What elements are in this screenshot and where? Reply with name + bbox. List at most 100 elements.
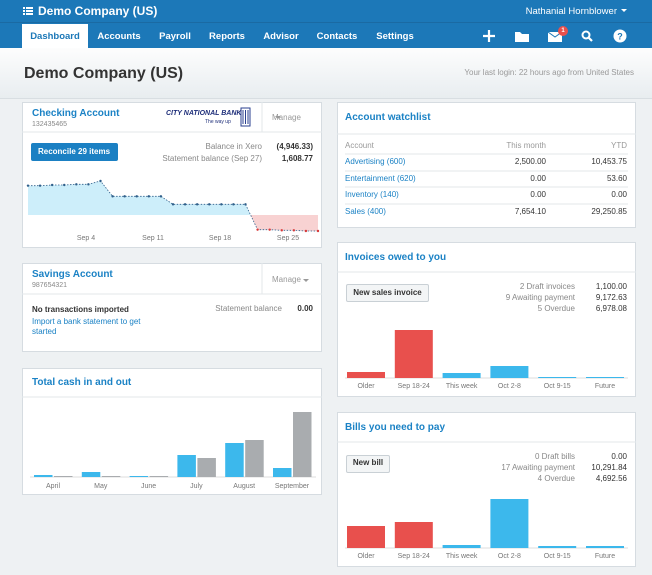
balance-point bbox=[256, 228, 259, 231]
x-tick-label: September bbox=[274, 483, 310, 490]
button-label[interactable]: New bill bbox=[352, 458, 384, 467]
balance-point bbox=[111, 195, 114, 198]
savings-panel bbox=[22, 263, 322, 352]
new-bill-button[interactable] bbox=[346, 455, 390, 473]
balance-point bbox=[268, 228, 271, 231]
cell: 0.00 bbox=[530, 190, 546, 200]
summary-value: 4,692.56 bbox=[595, 474, 627, 483]
balance-point bbox=[135, 195, 138, 198]
x-tick-label: Sep 4 bbox=[76, 235, 96, 242]
bills-panel bbox=[337, 412, 636, 567]
balance-point bbox=[87, 183, 90, 186]
reconcile-button[interactable] bbox=[31, 143, 118, 161]
panel-title[interactable]: Checking Account bbox=[32, 108, 120, 119]
cell: 7,654.10 bbox=[514, 207, 546, 217]
balance-point bbox=[208, 203, 211, 206]
summary-value: 10,291.84 bbox=[591, 463, 627, 472]
x-tick-label: August bbox=[233, 483, 256, 490]
reconcile-label[interactable]: Reconcile 29 items bbox=[37, 147, 111, 156]
user-name[interactable]: Nathanial Hornblower bbox=[525, 6, 617, 17]
top-bar-divider bbox=[0, 22, 652, 23]
panel-title[interactable]: Account watchlist bbox=[345, 112, 431, 123]
balance-point bbox=[63, 183, 66, 187]
nav-tab[interactable]: Accounts bbox=[97, 31, 141, 42]
cash-bar bbox=[34, 475, 53, 477]
panel-title[interactable]: Savings Account bbox=[32, 269, 113, 280]
active-tab[interactable] bbox=[22, 24, 88, 48]
summary-label: 5 Overdue bbox=[537, 304, 575, 313]
summary-label: 17 Awaiting payment bbox=[501, 463, 575, 472]
manage-menu[interactable]: Manage bbox=[272, 275, 301, 284]
summary-value: 1,100.00 bbox=[595, 282, 627, 291]
x-tick-label: Oct 9-15 bbox=[543, 553, 571, 560]
cash-bar bbox=[273, 468, 292, 477]
x-tick-label: This week bbox=[445, 553, 478, 560]
aging-bar bbox=[394, 330, 433, 378]
aging-bar bbox=[442, 373, 481, 378]
search-icon[interactable] bbox=[581, 30, 591, 40]
summary-value: 0.00 bbox=[611, 452, 627, 461]
balance-point bbox=[220, 203, 223, 206]
add-icon[interactable] bbox=[483, 30, 495, 42]
account-link[interactable]: Entertainment (620) bbox=[345, 173, 416, 183]
balance-point bbox=[123, 195, 126, 198]
balance-point bbox=[244, 203, 247, 206]
title-band bbox=[0, 48, 652, 99]
x-tick-label: Sep 18-24 bbox=[397, 553, 430, 560]
manage-menu[interactable]: Manage bbox=[272, 113, 301, 122]
account-link[interactable]: Advertising (600) bbox=[345, 157, 406, 166]
cash-bar bbox=[225, 443, 244, 477]
aging-bar bbox=[490, 499, 529, 548]
account-link[interactable]: Inventory (140) bbox=[345, 190, 399, 200]
x-tick-label: Older bbox=[357, 383, 375, 390]
notification-badge[interactable] bbox=[558, 26, 568, 36]
cash-bar bbox=[81, 472, 101, 477]
panel-title[interactable]: Bills you need to pay bbox=[345, 422, 446, 433]
files-icon[interactable] bbox=[515, 32, 529, 42]
balance-point bbox=[292, 229, 296, 232]
help-icon[interactable] bbox=[613, 29, 627, 43]
balance-point bbox=[147, 195, 151, 198]
bank-name: CITY NATIONAL BANK bbox=[166, 110, 242, 117]
balance-value: (4,946.33) bbox=[276, 142, 313, 151]
cell: 0.00 bbox=[611, 190, 627, 200]
balance-point bbox=[159, 195, 163, 198]
x-tick-label: This week bbox=[445, 383, 478, 390]
button-label[interactable]: New sales invoice bbox=[353, 288, 422, 297]
x-tick-label: Oct 2-8 bbox=[497, 383, 521, 390]
manage-arrow[interactable] bbox=[303, 279, 309, 282]
account-number: 132435465 bbox=[32, 121, 68, 128]
x-tick-label: April bbox=[45, 483, 61, 490]
account-link[interactable]: Sales (400) bbox=[345, 207, 386, 217]
nav-tab[interactable]: Dashboard bbox=[30, 31, 80, 42]
menu-icon[interactable] bbox=[23, 7, 33, 15]
new-invoice-button[interactable] bbox=[346, 284, 429, 302]
column-header: YTD bbox=[611, 141, 627, 150]
import-link[interactable]: Import a bank statement to get started bbox=[32, 317, 141, 336]
last-login: Your last login: 22 hours ago from Unite… bbox=[464, 68, 634, 77]
watchlist-panel bbox=[337, 102, 636, 228]
summary-label: 0 Draft bills bbox=[534, 452, 575, 461]
company-name[interactable]: Demo Company (US) bbox=[38, 4, 158, 18]
nav-tab[interactable]: Contacts bbox=[316, 31, 358, 42]
balance-point bbox=[316, 229, 320, 233]
panel-title[interactable]: Invoices owed to you bbox=[345, 252, 447, 263]
aging-bar bbox=[490, 366, 529, 378]
balance-point bbox=[183, 203, 187, 206]
x-tick-label: Sep 18 bbox=[208, 235, 232, 242]
panel-title[interactable]: Total cash in and out bbox=[32, 377, 132, 388]
balance-point bbox=[50, 183, 54, 187]
column-header: Account bbox=[345, 141, 374, 150]
aging-bar bbox=[442, 545, 481, 548]
nav-tab[interactable]: Settings bbox=[376, 31, 414, 42]
user-menu-arrow[interactable] bbox=[621, 9, 627, 12]
x-tick-label: May bbox=[94, 483, 108, 490]
nav-tab[interactable]: Payroll bbox=[159, 31, 191, 42]
nav-tab[interactable]: Advisor bbox=[263, 31, 299, 42]
x-tick-label: Future bbox=[594, 383, 616, 390]
cash-bar bbox=[245, 440, 264, 477]
manage-arrow[interactable] bbox=[275, 116, 281, 119]
account-number: 987654321 bbox=[32, 282, 68, 289]
nav-tab[interactable]: Reports bbox=[209, 31, 245, 42]
help-mark: ? bbox=[617, 32, 623, 42]
